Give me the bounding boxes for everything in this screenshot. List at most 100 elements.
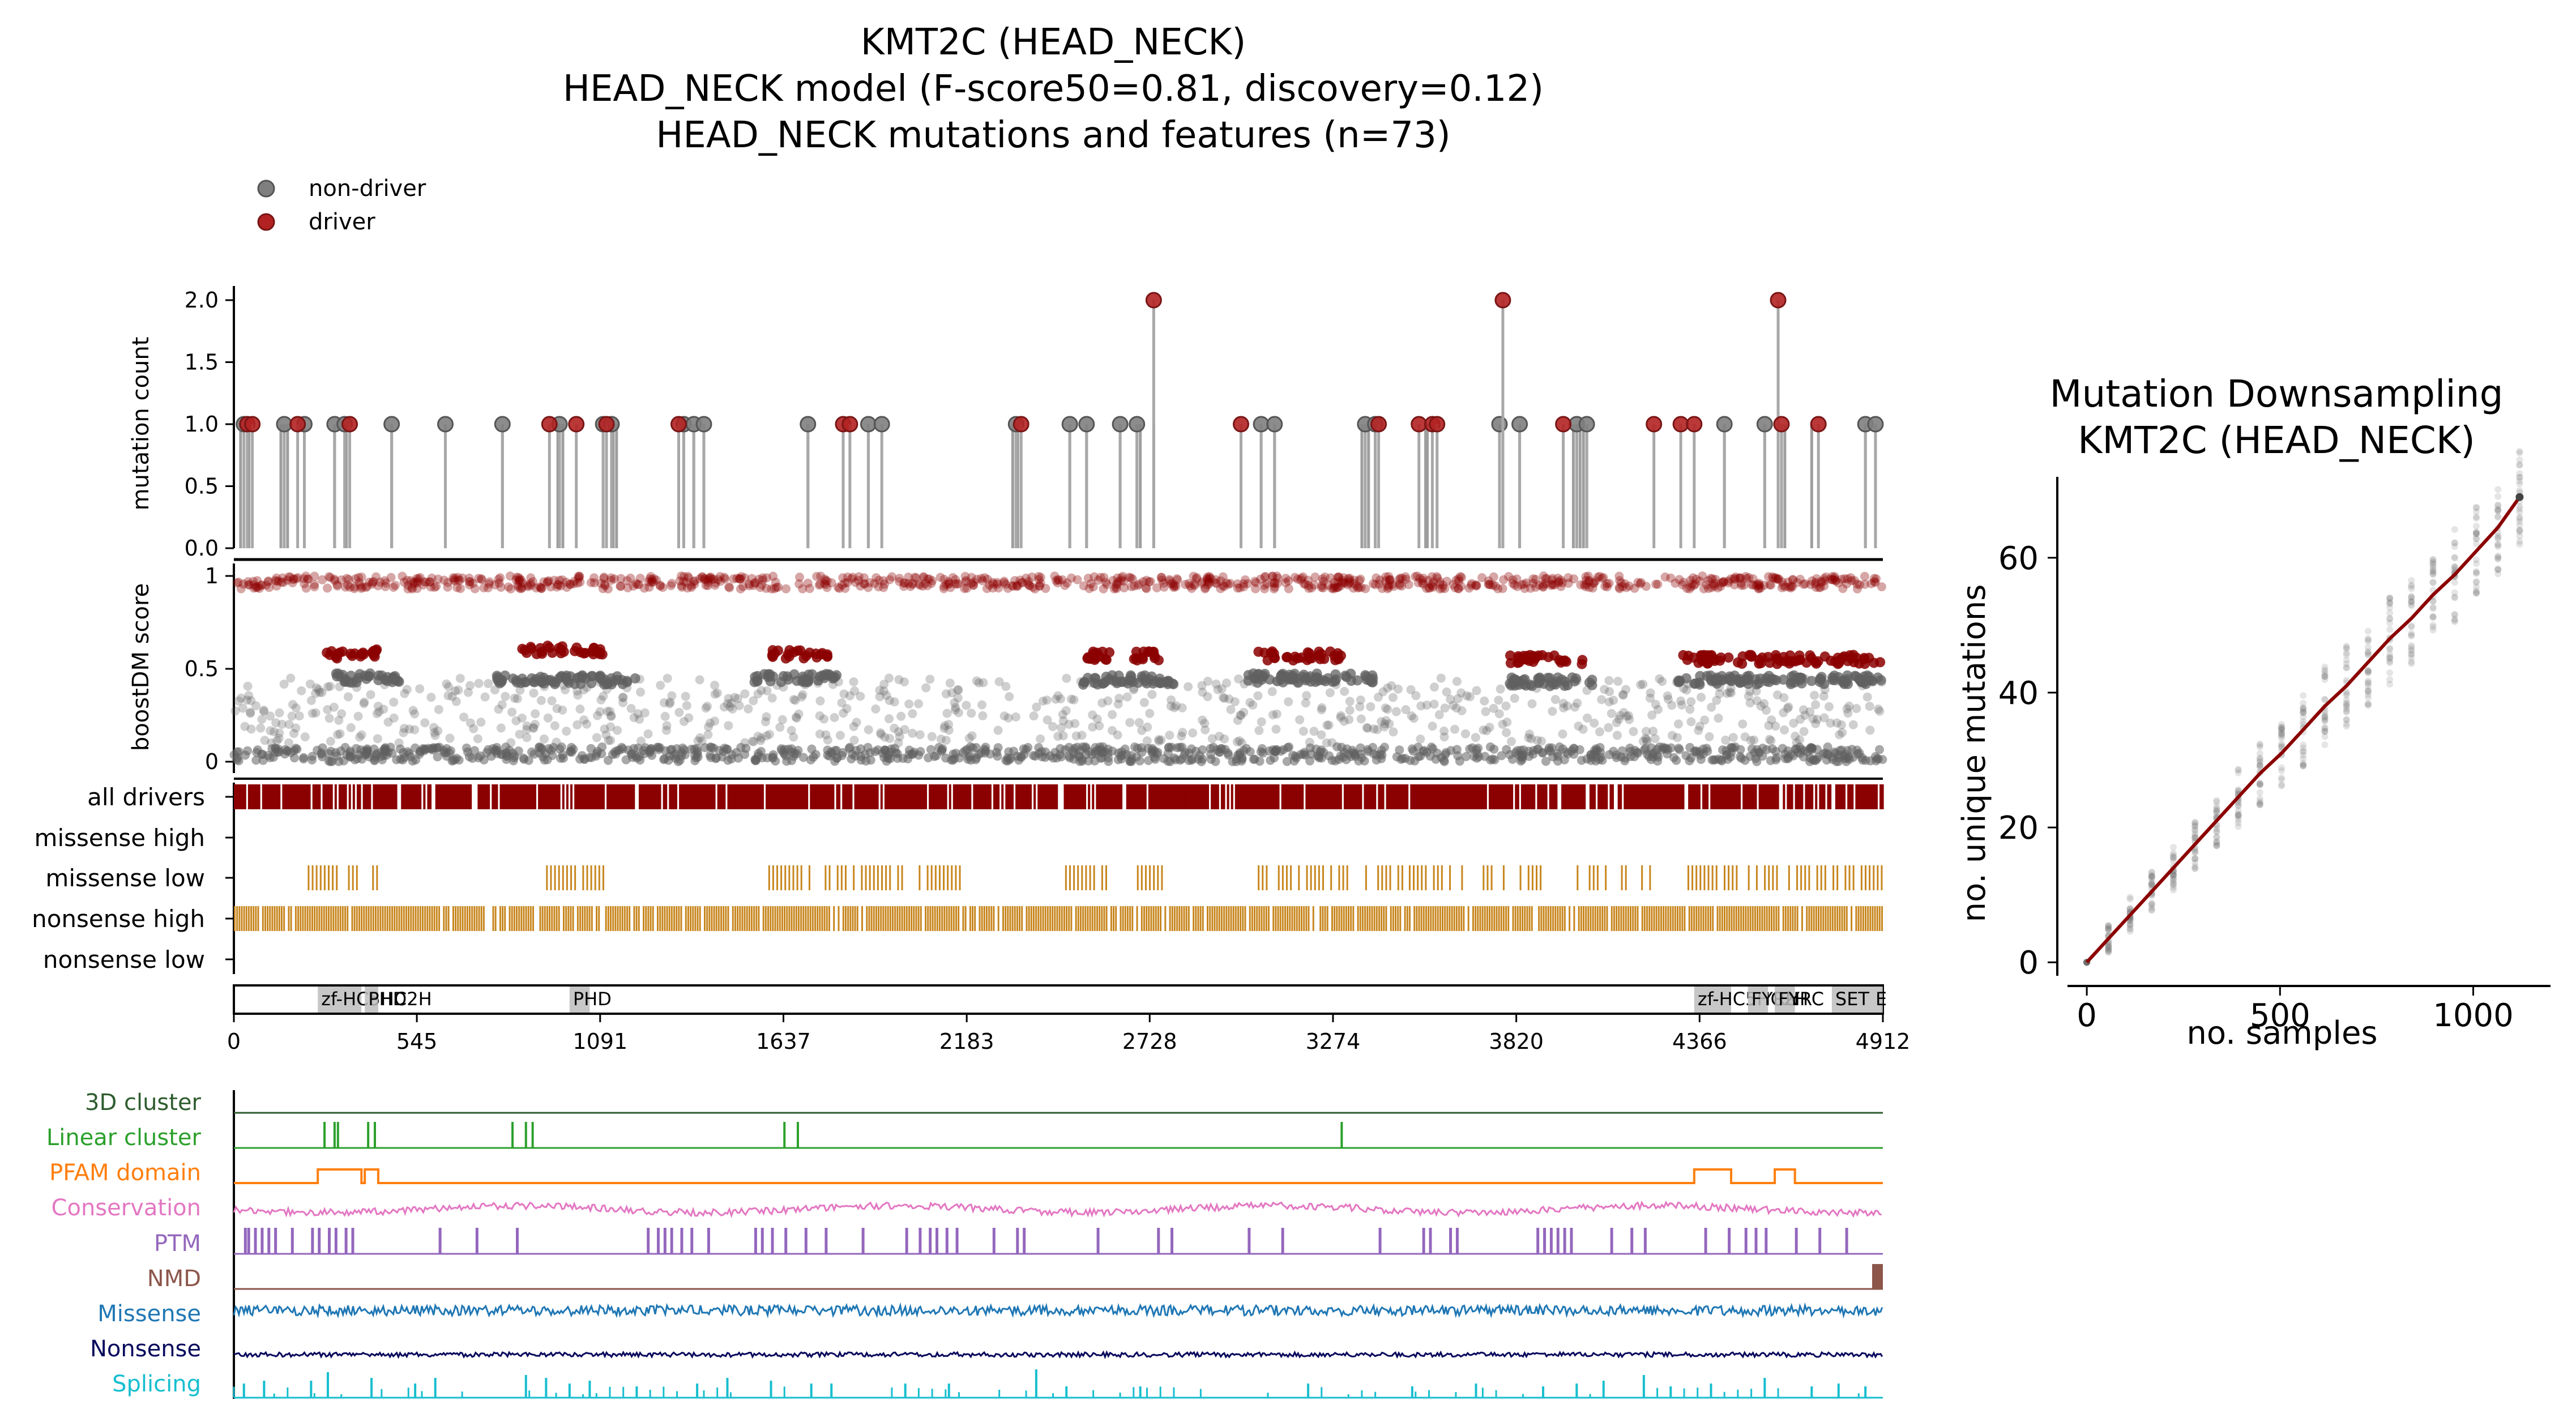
nonsense-high-bar (713, 906, 715, 931)
boostdm-driver-point (603, 584, 613, 594)
boostdm-driver-point (1553, 573, 1563, 583)
boostdm-driver-point (774, 582, 783, 592)
boostdm-driver-point (758, 575, 768, 585)
boostdm-nondriver-point (1453, 694, 1463, 703)
boostdm-nondriver-point (1494, 695, 1503, 705)
nondriver-point (1112, 416, 1129, 433)
boostdm-driver-point (458, 573, 467, 583)
missense-low-bar (1461, 865, 1463, 890)
boostdm-driver-point (1413, 578, 1423, 588)
all-drivers-bar (1353, 784, 1356, 809)
all-drivers-bar (1313, 784, 1316, 809)
nonsense-high-bar (353, 906, 356, 931)
boostdm-driver-point (1397, 573, 1407, 583)
boostdm-driver-point (1704, 584, 1714, 594)
boostdm-driver-point (546, 582, 556, 592)
boostdm-driver-point (1118, 571, 1127, 581)
ptm-bar (945, 1228, 949, 1254)
boostdm-driver-point (885, 575, 895, 584)
boostdm-driver-point (1024, 580, 1034, 590)
nonsense-high-bar (885, 906, 887, 931)
boostdm-nondriver-point (1532, 736, 1542, 745)
boostdm-driver-point (1814, 583, 1824, 592)
all-drivers-bar (1648, 784, 1651, 809)
boostdm-nondriver-point (1686, 717, 1696, 727)
boostdm-nondriver-point (575, 678, 586, 689)
boostdm-nondriver-point (251, 755, 261, 765)
boostdm-nondriver-point (626, 703, 636, 713)
boostdm-nondriver-point (950, 705, 960, 715)
boostdm-nondriver-point (1646, 688, 1655, 698)
ptm-bar (905, 1228, 908, 1254)
boostdm-driver-point (655, 581, 665, 591)
boostdm-driver-point (1472, 580, 1481, 590)
nonsense-high-bar (1178, 906, 1181, 931)
boostdm-driver-point (1442, 577, 1451, 586)
boostdm-driver-point (1719, 577, 1728, 586)
nonsense-high-bar (1569, 906, 1571, 931)
boostdm-driver-point (677, 582, 687, 592)
boostdm-driver-point (1129, 581, 1139, 591)
boostdm-nondriver-point (1056, 694, 1065, 703)
boostdm-driver-point (1834, 578, 1843, 588)
boostdm-nondriver-point (1001, 682, 1011, 691)
boostdm-nondriver-point (287, 711, 297, 721)
boostdm-driver-point (1051, 576, 1061, 586)
boostdm-driver-point (1472, 581, 1481, 591)
boostdm-nondriver-point (383, 718, 393, 727)
boostdm-nondriver-point (246, 696, 256, 706)
all-drivers-bar (1573, 784, 1576, 809)
boostdm-driver-point (1711, 575, 1720, 584)
all-drivers-bar (1823, 784, 1826, 809)
boostdm-nondriver-point (1604, 676, 1614, 685)
all-drivers-bar (1873, 784, 1876, 809)
boostdm-nondriver-point (579, 715, 589, 725)
nonsense-high-bar (280, 906, 283, 931)
boostdm-driver-point (253, 583, 262, 592)
nonsense-high-bar (1467, 906, 1469, 931)
boostdm-nondriver-point (1377, 717, 1386, 727)
boostdm-nondriver-point (1051, 694, 1061, 704)
boostdm-driver-point (249, 583, 259, 593)
boostdm-driver-point (1197, 579, 1207, 588)
all-drivers-bar (510, 784, 512, 809)
boostdm-nondriver-point (850, 686, 860, 695)
nonsense-high-bar (1641, 906, 1643, 931)
nonsense-high-bar (1336, 906, 1338, 931)
boostdm-driver-point (251, 582, 260, 592)
boostdm-nondriver-point (1636, 680, 1646, 690)
boostdm-driver-point (1784, 582, 1794, 592)
nonsense-high-bar (1794, 906, 1796, 931)
boostdm-driver-point (1630, 583, 1639, 593)
boostdm-driver-point (1250, 577, 1259, 586)
boostdm-driver-point (272, 581, 281, 591)
boostdm-nondriver-point (531, 709, 540, 719)
boostdm-driver-point (993, 579, 1002, 589)
boostdm-driver-point (1622, 583, 1631, 592)
missense-low-bar (1262, 865, 1264, 890)
ptm-bar (1281, 1228, 1284, 1254)
nonsense-high-bar (1331, 906, 1333, 931)
nonsense-high-bar (797, 906, 800, 931)
boostdm-driver-point (1600, 582, 1610, 591)
ptm-bar (1096, 1228, 1100, 1254)
boostdm-nondriver-point (420, 718, 430, 728)
boostdm-nondriver-point (682, 701, 691, 710)
nonsense-high-bar (1193, 906, 1195, 931)
protein-xtick-label: 3274 (1306, 1029, 1361, 1054)
boostdm-nondriver-point (1722, 689, 1732, 698)
boostdm-driver-point (1577, 655, 1588, 665)
boostdm-nondriver-point (771, 756, 780, 766)
boostdm-driver-point (1764, 572, 1774, 582)
boostdm-driver-point (432, 582, 441, 591)
missense-low-bar (836, 865, 839, 890)
nonsense-high-bar (621, 906, 623, 931)
all-drivers-bar (919, 784, 921, 809)
all-drivers-bar (1063, 784, 1066, 809)
boostdm-nondriver-point (1772, 690, 1782, 700)
nonsense-high-bar (788, 906, 791, 931)
boostdm-nondriver-point (1768, 674, 1779, 685)
boostdm-nondriver-point (710, 716, 720, 726)
boostdm-nondriver-point (1313, 675, 1324, 686)
boostdm-nondriver-point (1771, 746, 1780, 756)
